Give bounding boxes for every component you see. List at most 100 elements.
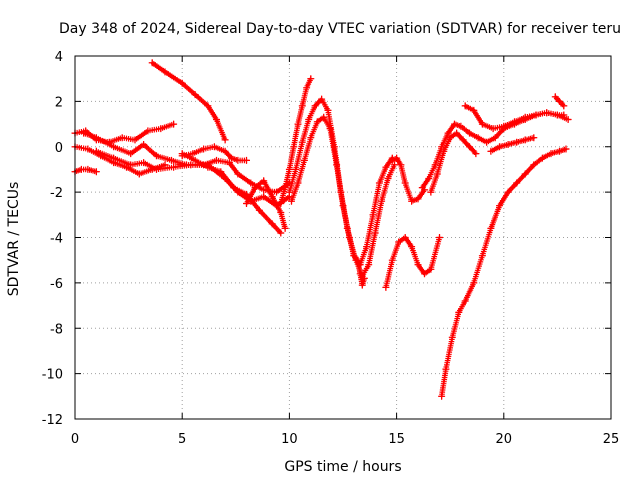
data-point: [371, 229, 379, 237]
data-point: [213, 116, 220, 123]
data-point: [313, 118, 321, 126]
plot-frame: [74, 55, 612, 420]
data-point: [521, 170, 529, 178]
data-point: [393, 154, 401, 162]
data-point: [131, 136, 139, 144]
data-point: [478, 120, 486, 128]
data-point: [326, 125, 334, 133]
data-point: [421, 270, 428, 278]
data-point: [187, 161, 195, 169]
series-markers: [72, 166, 100, 175]
data-point: [459, 136, 467, 144]
data-point: [300, 156, 308, 164]
data-point: [547, 150, 555, 158]
data-point: [161, 68, 169, 76]
data-point: [191, 156, 199, 164]
data-point: [234, 170, 242, 178]
data-point: [448, 333, 456, 341]
data-point: [401, 234, 409, 241]
data-point: [418, 184, 426, 192]
data-point: [204, 163, 212, 171]
y-tick-label: 4: [55, 50, 63, 65]
data-point: [285, 165, 293, 173]
data-point: [521, 113, 529, 121]
y-tick-label: -4: [50, 232, 63, 247]
data-point: [251, 184, 259, 192]
data-point: [273, 188, 280, 196]
data-point: [92, 168, 100, 176]
data-point: [339, 202, 347, 210]
data-point: [260, 193, 268, 201]
data-point: [303, 84, 311, 92]
y-tick-label: 0: [55, 141, 63, 156]
data-point: [221, 147, 229, 155]
data-point: [127, 161, 135, 169]
data-point: [307, 134, 315, 142]
data-point: [170, 120, 178, 128]
data-point: [461, 297, 469, 305]
data-point: [153, 152, 160, 160]
data-point: [425, 175, 433, 182]
data-point: [395, 238, 403, 246]
data-point: [504, 188, 512, 196]
data-point: [391, 161, 398, 169]
data-point: [360, 274, 368, 282]
data-point: [268, 193, 276, 201]
data-point: [292, 165, 300, 173]
data-point: [84, 145, 92, 153]
data-point: [189, 150, 197, 158]
data-point: [356, 270, 364, 278]
data-point: [556, 97, 563, 105]
data-point: [318, 95, 326, 103]
data-point: [564, 116, 572, 123]
data-point: [511, 118, 518, 126]
data-point: [427, 265, 435, 273]
data-point: [414, 261, 422, 269]
grid: [75, 56, 611, 419]
data-point: [234, 156, 242, 164]
x-tick-label: 10: [281, 432, 298, 447]
data-point: [442, 365, 450, 373]
data-point: [204, 102, 212, 110]
data-point: [513, 138, 521, 146]
data-point: [225, 159, 233, 167]
data-point: [388, 156, 396, 164]
data-point: [489, 125, 497, 133]
data-point: [461, 102, 469, 110]
data-point: [401, 179, 409, 187]
data-point: [277, 229, 285, 237]
data-point: [148, 59, 156, 67]
data-point: [333, 161, 341, 169]
data-point: [457, 122, 465, 130]
data-point: [285, 188, 293, 196]
data-point: [500, 122, 508, 130]
data-point: [290, 143, 298, 151]
y-tick-label: 2: [55, 95, 63, 110]
data-point: [213, 156, 220, 164]
data-point: [551, 93, 559, 101]
data-point: [382, 283, 390, 291]
y-tick-label: -6: [50, 277, 63, 292]
data-point: [466, 129, 473, 137]
data-point: [140, 141, 148, 148]
data-point: [144, 127, 152, 135]
data-point: [281, 184, 289, 192]
data-point: [438, 392, 446, 400]
y-tick-label: -12: [42, 413, 63, 428]
data-point: [153, 165, 160, 173]
data-point: [277, 200, 285, 207]
data-point: [118, 134, 126, 142]
data-point: [487, 224, 495, 232]
data-point: [305, 116, 313, 123]
data-point: [288, 197, 295, 205]
data-point: [455, 308, 463, 316]
data-point: [294, 120, 302, 128]
data-point: [217, 168, 225, 176]
x-tick-label: 20: [496, 432, 513, 447]
data-point: [538, 154, 546, 162]
data-point: [504, 141, 512, 148]
data-point: [532, 111, 540, 119]
data-point: [408, 197, 416, 205]
data-point: [210, 143, 218, 151]
